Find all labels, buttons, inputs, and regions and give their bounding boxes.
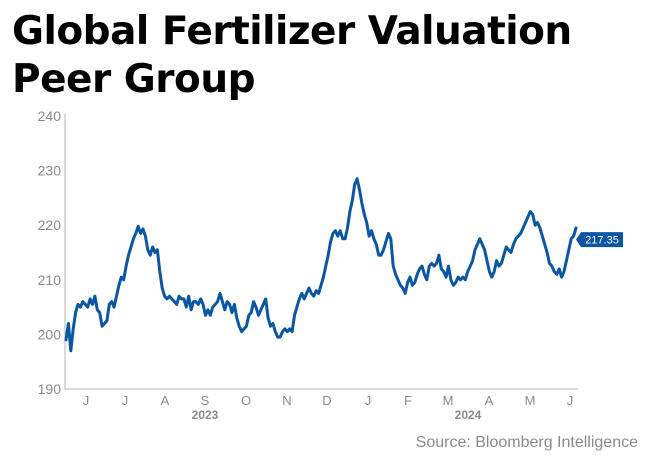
series-line [64, 177, 578, 353]
x-tick-label: J [122, 393, 129, 408]
x-tick-label: J [83, 393, 90, 408]
y-tick-label: 200 [38, 326, 62, 342]
x-tick-label: A [485, 393, 494, 408]
last-value-label: 217.35 [585, 235, 619, 247]
x-tick-label: M [443, 393, 454, 408]
source-note: Source: Bloomberg Intelligence [415, 434, 638, 451]
y-tick-label: 210 [38, 272, 62, 288]
chart-title-line-1: Global Fertilizer Valuation [12, 9, 572, 54]
y-tick-label: 240 [38, 108, 62, 124]
y-tick-label: 230 [38, 163, 62, 179]
y-tick-label: 220 [38, 217, 62, 233]
x-tick-label: F [404, 393, 412, 408]
chart-title-line-2: Peer Group [12, 57, 256, 102]
x-tick-label: M [525, 393, 536, 408]
last-value-marker [576, 232, 623, 248]
y-tick-label: 190 [38, 381, 62, 397]
x-tick-label: S [201, 393, 210, 408]
x-tick-label: J [365, 393, 372, 408]
x-tick-label: D [322, 393, 331, 408]
x-tick-label: A [161, 393, 170, 408]
x-tick-label: O [241, 393, 251, 408]
year-label: 2023 [192, 408, 219, 422]
x-tick-label: J [567, 393, 574, 408]
year-label: 2024 [455, 408, 482, 422]
chart-title: Global Fertilizer Valuation Peer Group [12, 8, 572, 104]
x-tick-label: N [282, 393, 291, 408]
